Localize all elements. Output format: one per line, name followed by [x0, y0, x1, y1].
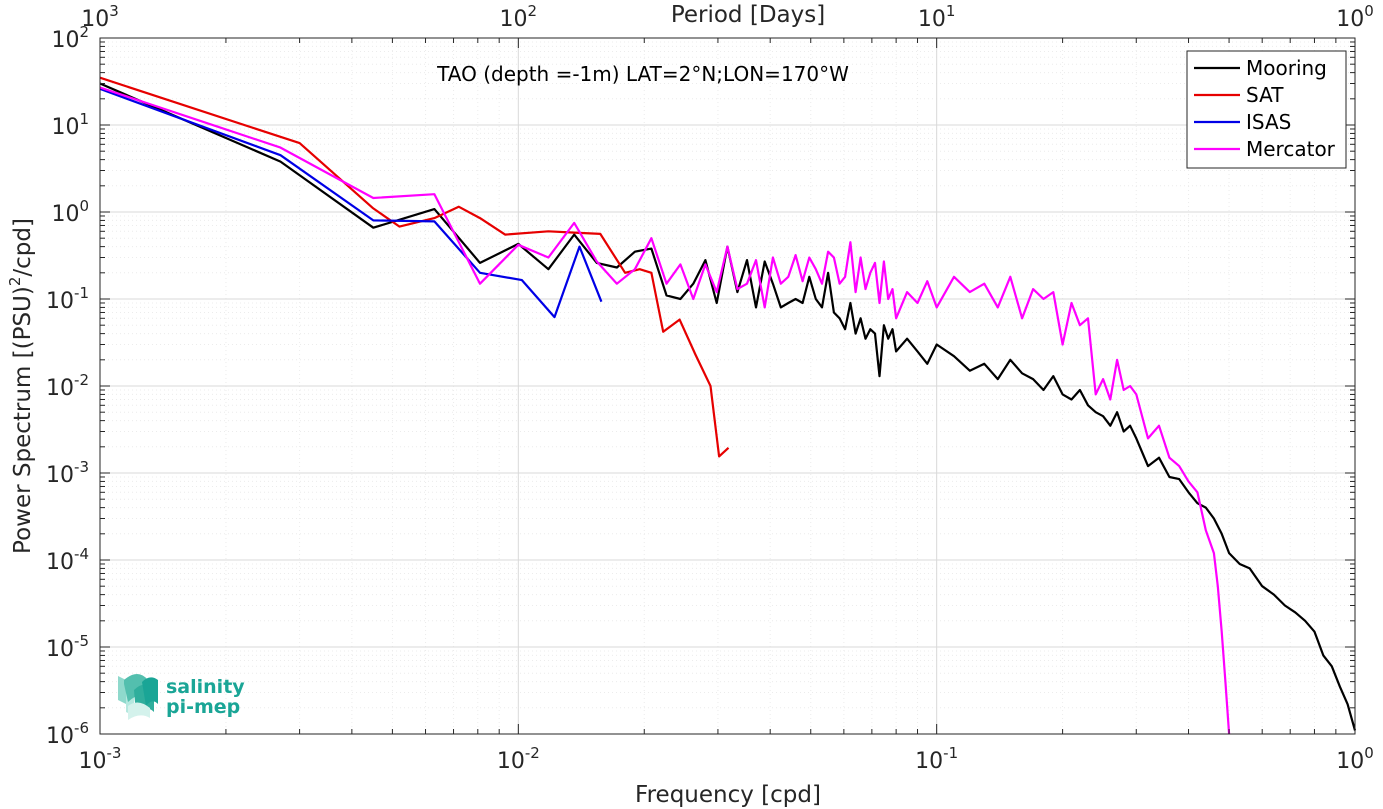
y-tick-label: 10-5 — [46, 632, 89, 662]
x-tick-label: 10-2 — [497, 744, 540, 774]
legend-label-sat: SAT — [1246, 83, 1284, 107]
logo-text-line1: salinity — [166, 676, 245, 698]
tick-marks — [99, 37, 1356, 735]
legend-label-mooring: Mooring — [1246, 56, 1327, 80]
y-tick-label: 10-4 — [46, 545, 89, 575]
legend: Mooring SAT ISAS Mercator — [1186, 50, 1347, 169]
series-line-mercator — [99, 86, 1231, 735]
y-axis-label: Power Spectrum [(PSU)2/cpd] — [6, 218, 36, 554]
x-tick-label: 10-1 — [915, 744, 958, 774]
legend-label-mercator: Mercator — [1246, 137, 1336, 161]
series-layer — [99, 76, 1357, 735]
top-axis-label: Period [Days] — [671, 2, 825, 28]
top-tick-label: 100 — [1336, 2, 1374, 32]
y-tick-label: 102 — [51, 23, 89, 53]
legend-label-isas: ISAS — [1246, 110, 1291, 134]
y-tick-label: 10-3 — [46, 458, 89, 488]
salinity-pi-mep-logo: salinity pi-mep — [118, 674, 245, 720]
x-tick-label: 10-3 — [79, 744, 122, 774]
top-tick-label: 103 — [81, 2, 119, 32]
logo-mark-icon — [118, 674, 158, 720]
y-tick-label: 10-2 — [46, 371, 89, 401]
x-axis-label: Frequency [cpd] — [635, 782, 821, 808]
logo-text-line2: pi-mep — [166, 696, 240, 718]
y-tick-label: 101 — [51, 110, 89, 140]
chart-title: TAO (depth =-1m) LAT=2°N;LON=170°W — [436, 62, 849, 86]
y-tick-label: 10-6 — [46, 719, 89, 749]
top-tick-label: 102 — [500, 2, 538, 32]
y-tick-label: 100 — [51, 197, 89, 227]
series-line-isas — [99, 87, 603, 319]
series-line-sat — [99, 76, 730, 458]
series-line-mooring — [99, 82, 1357, 731]
x-tick-label: 100 — [1336, 744, 1374, 774]
y-tick-label: 10-1 — [46, 284, 89, 314]
top-tick-label: 101 — [918, 2, 956, 32]
major-grid — [99, 37, 1356, 735]
